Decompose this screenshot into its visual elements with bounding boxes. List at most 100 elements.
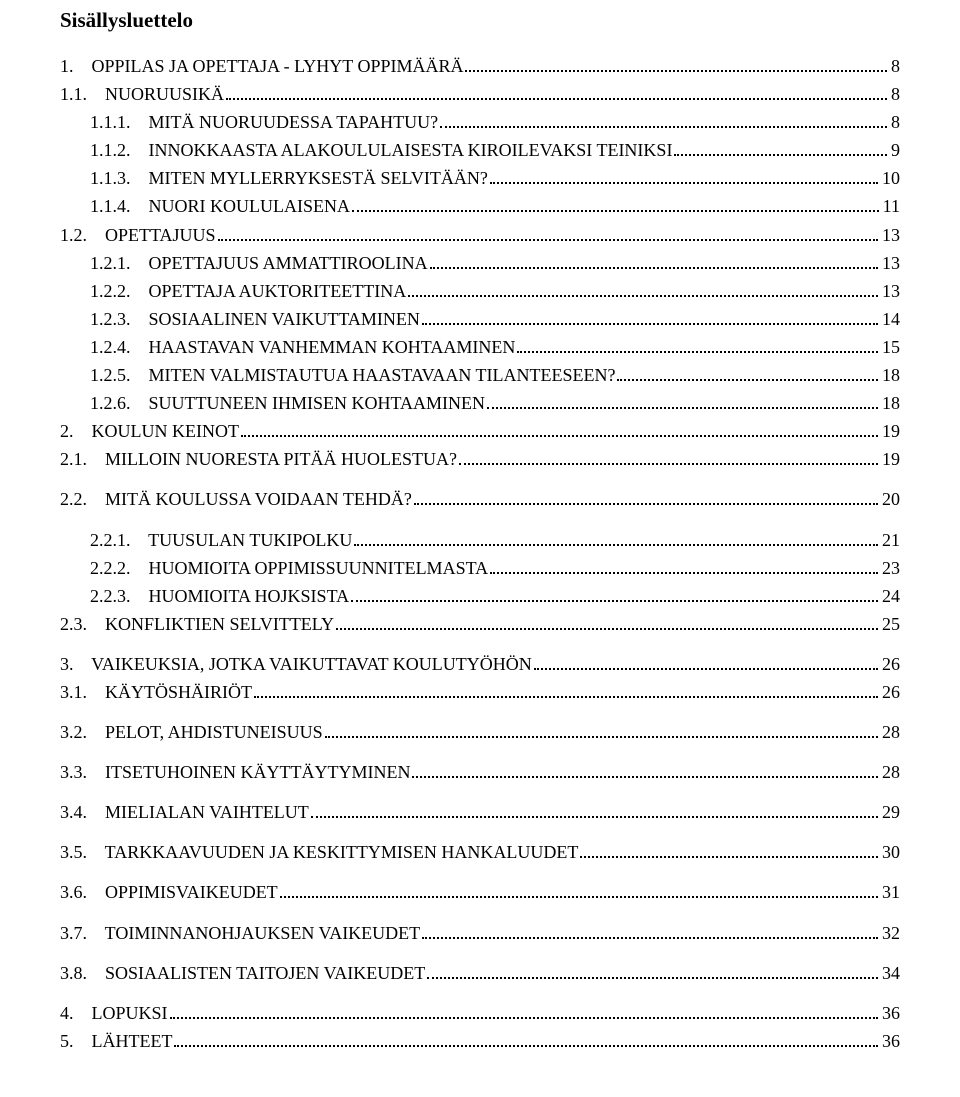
toc-entry-label: 4. LOPUKSI	[60, 1000, 168, 1026]
toc-entry-label: 2.2.3. HUOMIOITA HOJKSISTA	[90, 583, 349, 609]
toc-entry: 2.1. MILLOIN NUORESTA PITÄÄ HUOLESTUA? 1…	[60, 446, 900, 472]
toc-entry-label: 1.2. OPETTAJUUS	[60, 222, 216, 248]
toc-entry: 1.2.2. OPETTAJA AUKTORITEETTINA 13	[60, 278, 900, 304]
toc-entry-page: 23	[880, 555, 900, 581]
toc-entry: 2.2.1. TUUSULAN TUKIPOLKU 21	[60, 527, 900, 553]
toc-entry-page: 21	[880, 527, 900, 553]
toc-entry: 3.6. OPPIMISVAIKEUDET 31	[60, 879, 900, 905]
toc-entry-page: 8	[889, 109, 900, 135]
toc-entry: 5. LÄHTEET 36	[60, 1028, 900, 1054]
toc-entry-label: 3.1. KÄYTÖSHÄIRIÖT	[60, 679, 252, 705]
toc-entry: 2.2. MITÄ KOULUSSA VOIDAAN TEHDÄ? 20	[60, 486, 900, 512]
toc-entry: 3.2. PELOT, AHDISTUNEISUUS 28	[60, 719, 900, 745]
toc-entry-label: 2.2.1. TUUSULAN TUKIPOLKU	[90, 527, 352, 553]
toc-entry-page: 20	[880, 486, 900, 512]
toc-leader-dots	[414, 503, 878, 505]
toc-entry-page: 25	[880, 611, 900, 637]
toc-entry-page: 36	[880, 1028, 900, 1054]
toc-leader-dots	[430, 267, 878, 269]
toc-entry-page: 8	[889, 81, 900, 107]
toc-entry: 1.1.2. INNOKKAASTA ALAKOULULAISESTA KIRO…	[60, 137, 900, 163]
toc-entry: 1.1. NUORUUSIKÄ 8	[60, 81, 900, 107]
toc-entry-page: 13	[880, 222, 900, 248]
toc-entry-page: 34	[880, 960, 900, 986]
toc-entry-label: 1.2.3. SOSIAALINEN VAIKUTTAMINEN	[90, 306, 420, 332]
toc-leader-dots	[412, 776, 878, 778]
toc-entry-label: 1.2.5. MITEN VALMISTAUTUA HAASTAVAAN TIL…	[90, 362, 615, 388]
toc-entry-page: 29	[880, 799, 900, 825]
toc-entry: 3.1. KÄYTÖSHÄIRIÖT 26	[60, 679, 900, 705]
toc-entry: 1.1.3. MITEN MYLLERRYKSESTÄ SELVITÄÄN? 1…	[60, 165, 900, 191]
toc-entry-label: 3. VAIKEUKSIA, JOTKA VAIKUTTAVAT KOULUTY…	[60, 651, 532, 677]
toc-leader-dots	[427, 977, 878, 979]
toc-entry: 1.2.1. OPETTAJUUS AMMATTIROOLINA 13	[60, 250, 900, 276]
toc-entry-page: 19	[880, 446, 900, 472]
toc-entry-label: 2.2. MITÄ KOULUSSA VOIDAAN TEHDÄ?	[60, 486, 412, 512]
toc-entry-page: 9	[889, 137, 900, 163]
toc-entry-page: 36	[880, 1000, 900, 1026]
toc-entry-label: 3.6. OPPIMISVAIKEUDET	[60, 879, 278, 905]
toc-entry-label: 1.2.2. OPETTAJA AUKTORITEETTINA	[90, 278, 406, 304]
toc-container: 1. OPPILAS JA OPETTAJA - LYHYT OPPIMÄÄRÄ…	[60, 53, 900, 1054]
toc-entry-label: 1. OPPILAS JA OPETTAJA - LYHYT OPPIMÄÄRÄ	[60, 53, 463, 79]
toc-entry-page: 13	[880, 278, 900, 304]
toc-entry-page: 18	[880, 362, 900, 388]
toc-entry: 3.7. TOIMINNANOHJAUKSEN VAIKEUDET 32	[60, 920, 900, 946]
toc-leader-dots	[440, 126, 887, 128]
toc-entry-page: 31	[880, 879, 900, 905]
toc-leader-dots	[487, 407, 878, 409]
toc-entry-page: 30	[880, 839, 900, 865]
toc-entry-label: 2.2.2. HUOMIOITA OPPIMISSUUNNITELMASTA	[90, 555, 488, 581]
toc-entry-label: 1.1.4. NUORI KOULULAISENA	[90, 193, 350, 219]
toc-entry-page: 10	[880, 165, 900, 191]
toc-entry-page: 13	[880, 250, 900, 276]
toc-heading: Sisällysluettelo	[60, 8, 900, 33]
toc-entry: 1.1.4. NUORI KOULULAISENA 11	[60, 193, 900, 219]
toc-leader-dots	[580, 856, 878, 858]
toc-entry-page: 28	[880, 759, 900, 785]
toc-entry-label: 1.1.3. MITEN MYLLERRYKSESTÄ SELVITÄÄN?	[90, 165, 488, 191]
toc-leader-dots	[674, 154, 887, 156]
toc-leader-dots	[254, 696, 878, 698]
toc-entry-page: 18	[880, 390, 900, 416]
toc-entry-label: 1.1.1. MITÄ NUORUUDESSA TAPAHTUU?	[90, 109, 438, 135]
toc-entry-label: 2.3. KONFLIKTIEN SELVITTELY	[60, 611, 334, 637]
toc-entry-label: 3.5. TARKKAAVUUDEN JA KESKITTYMISEN HANK…	[60, 839, 578, 865]
toc-leader-dots	[354, 544, 878, 546]
toc-entry-page: 28	[880, 719, 900, 745]
toc-entry-label: 3.7. TOIMINNANOHJAUKSEN VAIKEUDET	[60, 920, 420, 946]
toc-leader-dots	[422, 937, 878, 939]
toc-entry: 4. LOPUKSI 36	[60, 1000, 900, 1026]
toc-entry-page: 15	[880, 334, 900, 360]
toc-leader-dots	[352, 210, 879, 212]
toc-entry-label: 2. KOULUN KEINOT	[60, 418, 239, 444]
document-page: Sisällysluettelo 1. OPPILAS JA OPETTAJA …	[0, 0, 960, 1076]
toc-entry: 1.2.3. SOSIAALINEN VAIKUTTAMINEN 14	[60, 306, 900, 332]
toc-leader-dots	[174, 1045, 878, 1047]
toc-entry-page: 8	[889, 53, 900, 79]
toc-leader-dots	[517, 351, 878, 353]
toc-leader-dots	[280, 896, 878, 898]
toc-entry: 3.3. ITSETUHOINEN KÄYTTÄYTYMINEN 28	[60, 759, 900, 785]
toc-entry: 2.3. KONFLIKTIEN SELVITTELY 25	[60, 611, 900, 637]
toc-entry-label: 5. LÄHTEET	[60, 1028, 172, 1054]
toc-entry-page: 32	[880, 920, 900, 946]
toc-leader-dots	[408, 295, 878, 297]
toc-entry-page: 14	[880, 306, 900, 332]
toc-entry-page: 26	[880, 651, 900, 677]
toc-leader-dots	[422, 323, 878, 325]
toc-entry: 1.1.1. MITÄ NUORUUDESSA TAPAHTUU? 8	[60, 109, 900, 135]
toc-entry-label: 3.8. SOSIAALISTEN TAITOJEN VAIKEUDET	[60, 960, 425, 986]
toc-leader-dots	[241, 435, 878, 437]
toc-entry-label: 2.1. MILLOIN NUORESTA PITÄÄ HUOLESTUA?	[60, 446, 457, 472]
toc-leader-dots	[170, 1017, 878, 1019]
toc-entry: 1.2.6. SUUTTUNEEN IHMISEN KOHTAAMINEN 18	[60, 390, 900, 416]
toc-entry-label: 3.2. PELOT, AHDISTUNEISUUS	[60, 719, 323, 745]
toc-entry-label: 1.2.1. OPETTAJUUS AMMATTIROOLINA	[90, 250, 428, 276]
toc-entry: 2.2.3. HUOMIOITA HOJKSISTA 24	[60, 583, 900, 609]
toc-leader-dots	[459, 463, 878, 465]
toc-leader-dots	[617, 379, 878, 381]
toc-entry: 3.8. SOSIAALISTEN TAITOJEN VAIKEUDET 34	[60, 960, 900, 986]
toc-leader-dots	[490, 572, 878, 574]
toc-entry-page: 24	[880, 583, 900, 609]
